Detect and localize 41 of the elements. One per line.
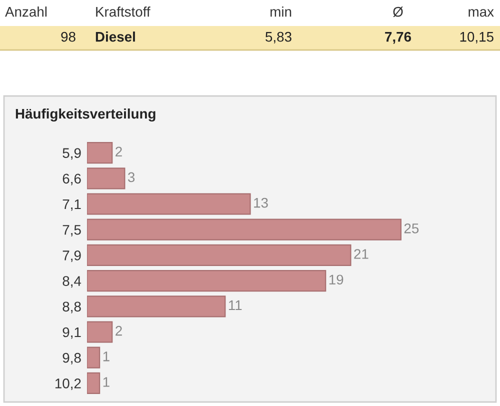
y-tick-label: 7,1 (62, 199, 81, 211)
text: 7,76 (385, 32, 412, 44)
y-tick-label: 7,9 (62, 250, 81, 262)
data-label: 25 (404, 223, 419, 234)
text: Diesel (96, 32, 135, 42)
text: Anzahl (5, 6, 47, 17)
data-label: 2 (116, 326, 122, 336)
data-label: 1 (103, 352, 110, 362)
y-tick-label: 8,8 (62, 302, 81, 314)
data-label: 2 (116, 146, 122, 156)
y-tick-label: 5,9 (62, 148, 81, 160)
data-label: 21 (354, 249, 368, 259)
data-label: 13 (254, 198, 268, 208)
y-tick-label: 8,4 (62, 276, 82, 288)
bar (87, 244, 352, 266)
text: Ø (393, 6, 403, 17)
y-tick-label: 9,8 (62, 352, 81, 364)
bar (87, 346, 100, 368)
bar (87, 270, 326, 292)
text: Kraftstoff (96, 6, 150, 17)
text: min (270, 6, 292, 17)
bar (87, 218, 402, 240)
bar (87, 168, 126, 190)
chart-title: Häufigkeitsverteilung (16, 108, 156, 122)
text: max (468, 9, 494, 17)
text: 98 (61, 32, 76, 42)
bar (87, 321, 113, 343)
data-label: 19 (329, 274, 344, 285)
y-tick-label: 10,2 (55, 378, 81, 390)
bar (87, 193, 251, 215)
bar (87, 142, 113, 164)
data-label: 3 (128, 172, 135, 182)
text: 10,15 (460, 32, 494, 44)
y-tick-label: 9,1 (62, 327, 81, 339)
bar (87, 296, 226, 318)
text: 5,83 (266, 32, 292, 44)
data-label: 1 (103, 377, 110, 387)
y-tick-label: 7,5 (62, 225, 81, 236)
y-tick-label: 6,6 (62, 174, 81, 186)
bar (87, 372, 100, 394)
data-label: 11 (228, 300, 242, 310)
